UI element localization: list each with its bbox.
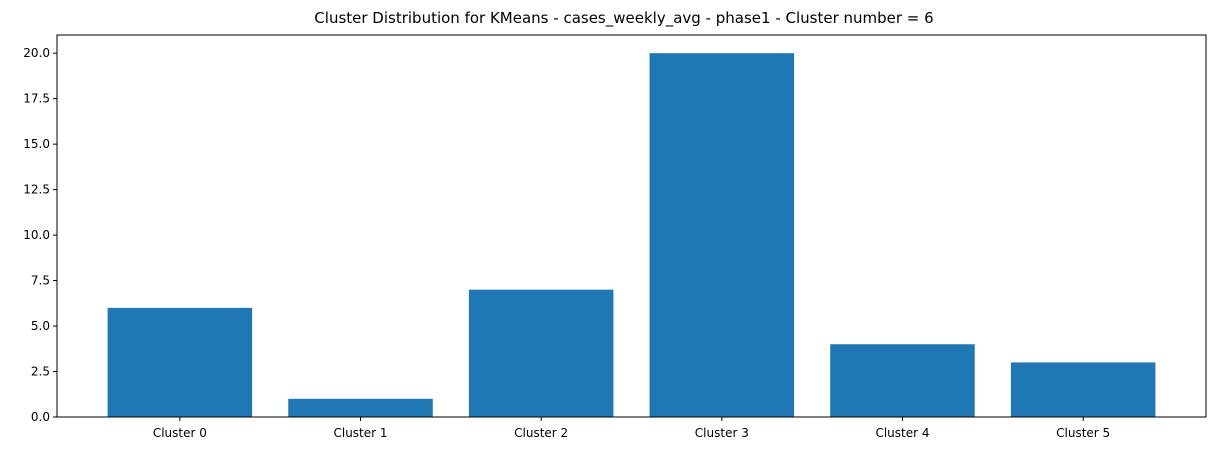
- x-tick-label: Cluster 4: [875, 426, 929, 440]
- x-tick-label: Cluster 0: [153, 426, 207, 440]
- bar: [830, 344, 975, 417]
- x-axis: Cluster 0 Cluster 1 Cluster 2 Cluster 3 Clus…: [153, 417, 1110, 440]
- bar: [468, 289, 614, 417]
- y-tick-label: 12.5: [23, 183, 50, 197]
- bars: [107, 53, 1156, 417]
- bar: [649, 53, 795, 417]
- plot-frame: [56, 34, 1207, 418]
- y-tick-label: 20.0: [23, 46, 50, 60]
- y-tick-label: 2.5: [31, 365, 50, 379]
- bar: [288, 398, 433, 417]
- x-tick-label: Cluster 3: [695, 426, 749, 440]
- bar: [107, 307, 253, 417]
- x-tick-label: Cluster 5: [1056, 426, 1110, 440]
- y-tick-label: 5.0: [31, 319, 50, 333]
- bar: [1010, 362, 1156, 417]
- y-tick-label: 0.0: [31, 410, 50, 424]
- chart-title: Cluster Distribution for KMeans - cases_…: [314, 9, 933, 28]
- x-tick-label: Cluster 2: [514, 426, 568, 440]
- x-tick-label: Cluster 1: [333, 426, 387, 440]
- y-axis: 0.0 2.5 5.0 7.5 10.0 12.5 15.0 17.5 20.0: [23, 46, 57, 424]
- y-tick-label: 7.5: [31, 274, 50, 288]
- y-tick-label: 10.0: [23, 228, 50, 242]
- y-tick-label: 15.0: [23, 137, 50, 151]
- y-tick-label: 17.5: [23, 92, 50, 106]
